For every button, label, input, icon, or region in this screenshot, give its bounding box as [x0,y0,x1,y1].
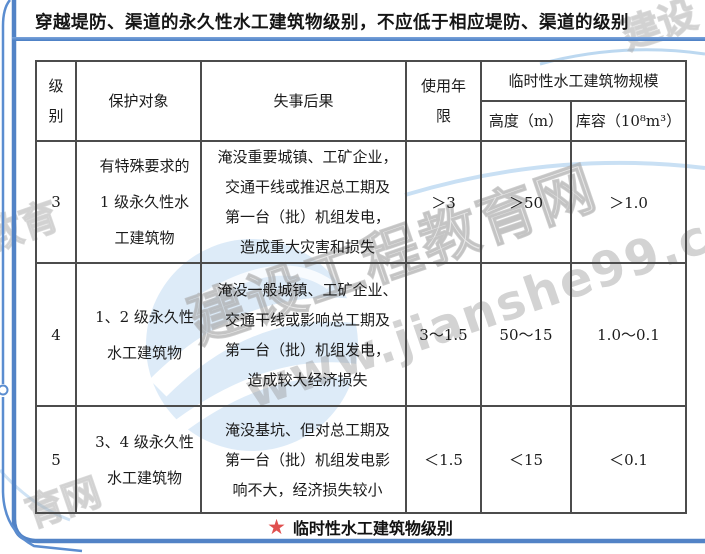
branch-collapse-handle[interactable] [0,384,9,396]
cell-grade: 3 [35,140,77,264]
cell-service-life: 3～1.5 [405,262,482,407]
star-icon: ★ [267,515,286,539]
cell-protected-object: 1、2 级永久性 水工建筑物 [75,262,202,407]
footnote-label: 临时性水工建筑物级别 [292,519,453,538]
col-header-protected-object: 保护对象 [75,60,202,142]
cell-capacity: ＞1.0 [569,140,688,264]
cell-service-life: ＞3 [405,140,482,264]
table-header-row: 级 别 保护对象 失事后果 使用年 限 临时性水工建筑物规模 [35,60,688,142]
cell-protected-object: 有特殊要求的 1 级永久性水 工建筑物 [75,140,202,264]
table-subheader-row: 高度（m） 库容（10⁸m³） [36,100,688,142]
parent-branch-line-top [1,0,11,384]
cell-service-life: ＜1.5 [405,405,482,514]
cell-consequence: 淹没一般城镇、工矿企业、 交通干线或影响总工期及 第一台（批）机组发电， 造成较… [200,262,407,407]
grade-table: 级 别 保护对象 失事后果 使用年 限 临时性水工建筑物规模 高度（m） 库容（… [35,60,688,514]
table-row-grade-3: 3 有特殊要求的 1 级永久性水 工建筑物 淹没重要城镇、工矿企业， 交通干线或… [35,140,688,264]
cell-capacity: ＜0.1 [569,405,688,514]
col-header-temp-scale-group: 临时性水工建筑物规模 [479,60,688,102]
col-header-capacity: 库容（10⁸m³） [569,100,688,142]
table-row-grade-4: 4 1、2 级永久性 水工建筑物 淹没一般城镇、工矿企业、 交通干线或影响总工期… [35,262,688,407]
col-header-grade: 级 别 [35,60,77,142]
cell-capacity: 1.0～0.1 [569,262,688,407]
cell-height: ＞50 [480,140,572,264]
cell-consequence: 淹没重要城镇、工矿企业， 交通干线或推迟总工期及 第一台（批）机组发电， 造成重… [200,140,407,264]
table-row-grade-5: 5 3、4 级永久性 水工建筑物 淹没基坑、但对总工期及 第一台（批）机组发电影… [35,405,688,514]
col-header-height: 高度（m） [480,100,572,142]
cell-height: 50～15 [480,262,572,407]
page-title: 穿越堤防、渠道的永久性水工建筑物级别，不应低于相应堤防、渠道的级别 [35,13,629,33]
footnote: ★ 临时性水工建筑物级别 [35,513,685,541]
cell-consequence: 淹没基坑、但对总工期及 第一台（批）机组发电影 响不大，经济损失较小 [200,405,407,514]
col-header-service-life: 使用年 限 [405,60,482,142]
title-underline [12,37,705,41]
cell-grade: 5 [35,405,77,514]
cell-height: ＜15 [480,405,572,514]
cell-grade: 4 [35,262,77,407]
cell-protected-object: 3、4 级永久性 水工建筑物 [75,405,202,514]
col-header-consequence: 失事后果 [200,60,407,142]
